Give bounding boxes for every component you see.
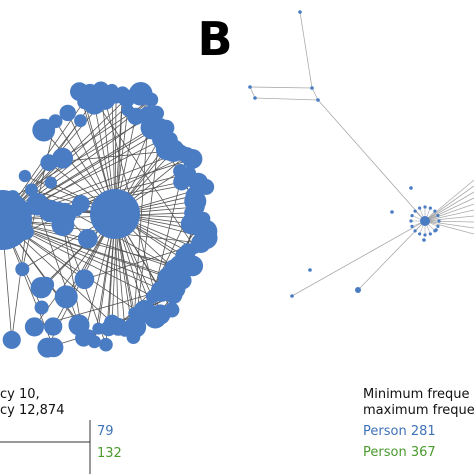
node [2,330,21,349]
node [44,317,63,336]
node [48,114,63,129]
node [310,86,314,90]
node [428,232,432,236]
edge [311,87,319,101]
node [423,233,427,237]
node [59,104,76,122]
node [52,147,74,169]
node [54,285,78,309]
node [198,179,215,195]
node [145,289,160,304]
node [143,92,159,107]
legend-row: Person 367 [363,445,436,460]
node [34,300,49,315]
node [24,183,38,197]
node [418,206,422,210]
table-cell: 79 [97,424,114,439]
node [182,149,203,169]
node [422,238,426,242]
node [248,85,252,89]
node [436,214,440,218]
node [420,216,430,226]
node [433,209,437,213]
edge [249,86,256,99]
node [410,214,414,218]
node [316,98,320,102]
node [77,228,98,249]
node [298,10,302,14]
node [428,206,432,210]
edge [424,220,474,235]
node [26,192,49,216]
edge [424,179,474,222]
node [436,224,440,228]
edge [424,185,474,222]
node [253,96,257,100]
edge [424,191,474,222]
node [418,232,422,236]
node [99,337,113,352]
node [0,190,32,250]
node [173,173,191,191]
node [100,320,117,337]
node [92,322,105,335]
node [74,114,87,128]
legend-line: cy 12,874 [0,403,64,418]
edge [291,220,426,297]
node [30,276,53,299]
node [68,314,90,336]
edge [249,86,313,89]
edge [299,11,313,89]
right-network [248,10,474,298]
node [308,268,312,272]
node [390,210,394,214]
node [409,219,413,223]
node [90,189,140,239]
node [409,186,413,190]
node [18,169,32,183]
edge [37,127,167,205]
legend-line: maximum freque [363,403,474,418]
panel-label: B [197,12,232,66]
edge [317,99,426,222]
node [69,203,83,217]
node [434,228,438,232]
edge [424,209,474,222]
node [410,224,414,228]
node [74,269,95,290]
node [413,229,417,233]
legend-line: Minimum freque [363,387,470,402]
table-cell: 132 [97,446,122,461]
edge [357,220,426,291]
node [15,262,30,277]
node [355,287,361,293]
edge [424,197,474,222]
legend-row: Person 281 [363,424,436,439]
left-network [0,81,218,358]
legend-line: cy 10, [0,387,40,402]
node [413,209,417,213]
node [37,337,58,358]
node [40,154,58,172]
edge [424,215,474,222]
edge [12,112,157,198]
node [24,317,45,337]
node [437,219,441,223]
edge [424,220,474,229]
node [44,176,57,189]
edge [424,203,474,222]
node [290,294,294,298]
edge [134,115,149,314]
node [423,205,427,209]
edge [254,97,319,101]
